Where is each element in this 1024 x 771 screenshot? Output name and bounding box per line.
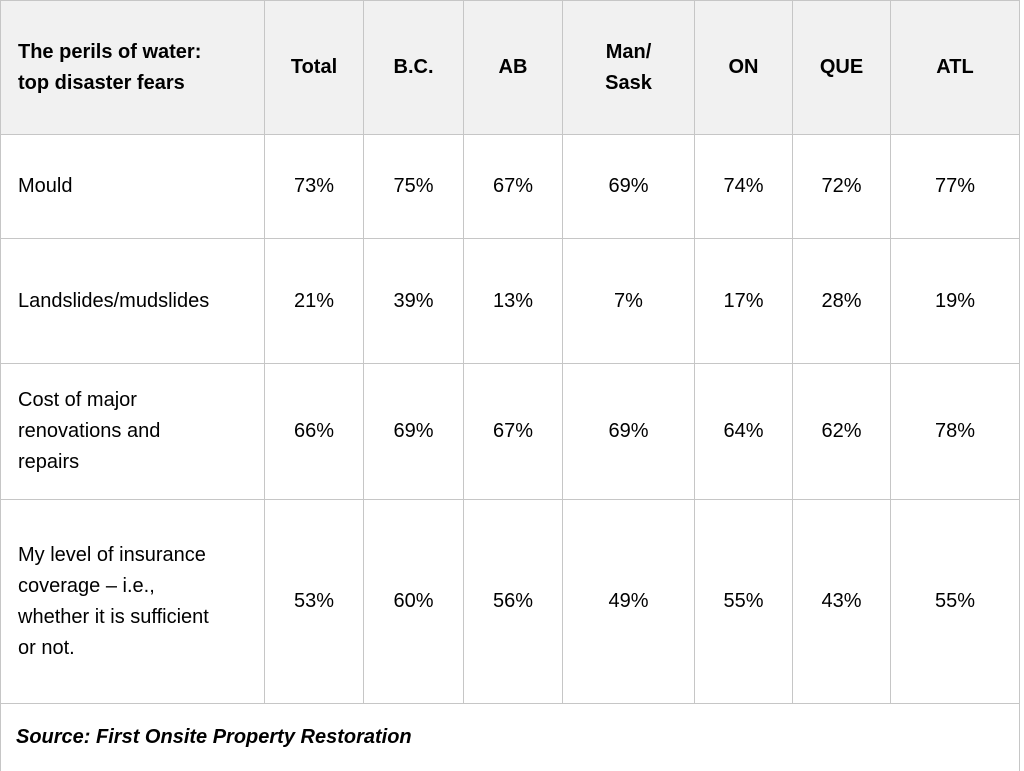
cell-landslides-total: 21% <box>264 238 364 364</box>
cell-mould-que: 72% <box>792 134 891 239</box>
table-title: The perils of water: top disaster fears <box>0 0 265 135</box>
column-header-on: ON <box>694 0 793 135</box>
column-header-bc: B.C. <box>363 0 464 135</box>
cell-insurance-que: 43% <box>792 499 891 704</box>
cell-landslides-que: 28% <box>792 238 891 364</box>
cell-landslides-bc: 39% <box>363 238 464 364</box>
row-label-renovation-cost: Cost of major renovations and repairs <box>0 363 265 500</box>
table-row-mould: Mould 73% 75% 67% 69% 74% 72% 77% <box>0 134 1020 239</box>
cell-renovation-total: 66% <box>264 363 364 500</box>
cell-renovation-man-sask: 69% <box>562 363 695 500</box>
cell-mould-total: 73% <box>264 134 364 239</box>
cell-renovation-on: 64% <box>694 363 793 500</box>
cell-mould-man-sask: 69% <box>562 134 695 239</box>
cell-insurance-on: 55% <box>694 499 793 704</box>
cell-landslides-on: 17% <box>694 238 793 364</box>
table-source-row: Source: First Onsite Property Restoratio… <box>0 703 1020 771</box>
cell-insurance-ab: 56% <box>463 499 563 704</box>
column-header-total: Total <box>264 0 364 135</box>
cell-mould-on: 74% <box>694 134 793 239</box>
row-label-insurance-coverage: My level of insurance coverage – i.e., w… <box>0 499 265 704</box>
cell-renovation-bc: 69% <box>363 363 464 500</box>
table-row-insurance-coverage: My level of insurance coverage – i.e., w… <box>0 499 1020 704</box>
table-header-row: The perils of water: top disaster fears … <box>0 0 1020 135</box>
cell-renovation-ab: 67% <box>463 363 563 500</box>
column-header-ab: AB <box>463 0 563 135</box>
column-header-atl: ATL <box>890 0 1020 135</box>
cell-insurance-total: 53% <box>264 499 364 704</box>
cell-insurance-bc: 60% <box>363 499 464 704</box>
table-row-renovation-cost: Cost of major renovations and repairs 66… <box>0 363 1020 500</box>
column-header-que: QUE <box>792 0 891 135</box>
cell-landslides-man-sask: 7% <box>562 238 695 364</box>
row-label-landslides: Landslides/mudslides <box>0 238 265 364</box>
source-note: Source: First Onsite Property Restoratio… <box>0 703 1020 771</box>
cell-mould-ab: 67% <box>463 134 563 239</box>
column-header-man-sask: Man/ Sask <box>562 0 695 135</box>
cell-insurance-man-sask: 49% <box>562 499 695 704</box>
cell-mould-atl: 77% <box>890 134 1020 239</box>
cell-renovation-que: 62% <box>792 363 891 500</box>
table-row-landslides: Landslides/mudslides 21% 39% 13% 7% 17% … <box>0 238 1020 364</box>
cell-insurance-atl: 55% <box>890 499 1020 704</box>
cell-renovation-atl: 78% <box>890 363 1020 500</box>
row-label-mould: Mould <box>0 134 265 239</box>
cell-mould-bc: 75% <box>363 134 464 239</box>
cell-landslides-ab: 13% <box>463 238 563 364</box>
cell-landslides-atl: 19% <box>890 238 1020 364</box>
